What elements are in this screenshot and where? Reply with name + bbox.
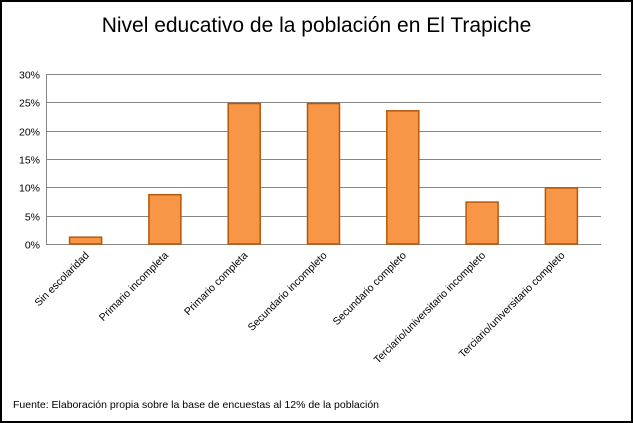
- chart-title: Nivel educativo de la población en El Tr…: [101, 14, 532, 37]
- bar: [544, 187, 579, 245]
- x-tick-label: Primario completa: [182, 250, 250, 318]
- x-tick-label: Secundario completo: [331, 250, 409, 328]
- bar: [306, 102, 341, 245]
- bar: [465, 201, 499, 245]
- bar: [148, 193, 182, 245]
- source-note: Fuente: Elaboración propia sobre la base…: [13, 399, 379, 411]
- x-tick-labels: Sin escolaridad Primario incompleta Primar…: [33, 250, 568, 367]
- y-tick-label: 5%: [25, 212, 40, 224]
- x-tick-label: Primario incompleta: [97, 250, 171, 324]
- y-tick-label: 30%: [19, 70, 40, 82]
- bars: [68, 102, 579, 245]
- x-tick-label: Secundario incompleto: [246, 250, 330, 334]
- y-tick-label: 25%: [19, 98, 40, 110]
- bar: [386, 110, 420, 245]
- y-tick-labels: 0% 5% 10% 15% 20% 25% 30%: [19, 70, 40, 252]
- y-tick-label: 20%: [19, 127, 40, 139]
- y-tick-label: 15%: [19, 155, 40, 167]
- bar: [68, 236, 103, 245]
- x-tick-label: Sin escolaridad: [33, 250, 92, 309]
- y-tick-label: 10%: [19, 183, 40, 195]
- y-tick-label: 0%: [25, 240, 40, 252]
- bar: [227, 102, 261, 245]
